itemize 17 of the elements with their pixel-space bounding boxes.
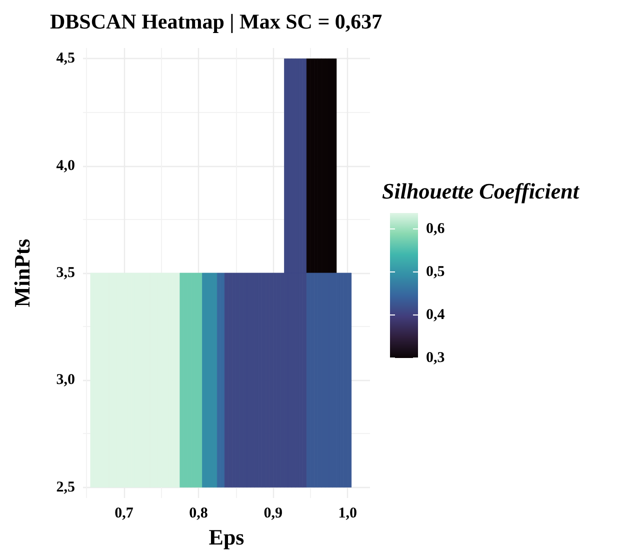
x-axis-title: Eps xyxy=(208,524,245,550)
y-tick-label: 3,0 xyxy=(56,372,75,388)
y-tick-label: 4,5 xyxy=(56,50,75,67)
color-bar-label: 0,3 xyxy=(426,350,445,366)
chart-title: DBSCAN Heatmap | Max SC = 0,637 xyxy=(50,10,382,34)
color-bar-title: Silhouette Coefficient xyxy=(382,178,580,204)
x-tick-label: 0,9 xyxy=(264,506,282,522)
y-tick-label: 3,5 xyxy=(56,265,75,281)
y-tick-label: 4,0 xyxy=(56,158,75,174)
x-tick-label: 0,8 xyxy=(189,506,208,522)
color-bar-label: 0,5 xyxy=(426,264,445,280)
x-tick-label: 1,0 xyxy=(338,506,358,522)
y-tick-label: 2,5 xyxy=(56,479,75,496)
x-tick-label: 0,7 xyxy=(114,506,134,522)
y-axis-title: MinPts xyxy=(10,238,34,308)
color-bar-label: 0,6 xyxy=(426,220,446,237)
color-bar-label: 0,4 xyxy=(426,306,446,323)
